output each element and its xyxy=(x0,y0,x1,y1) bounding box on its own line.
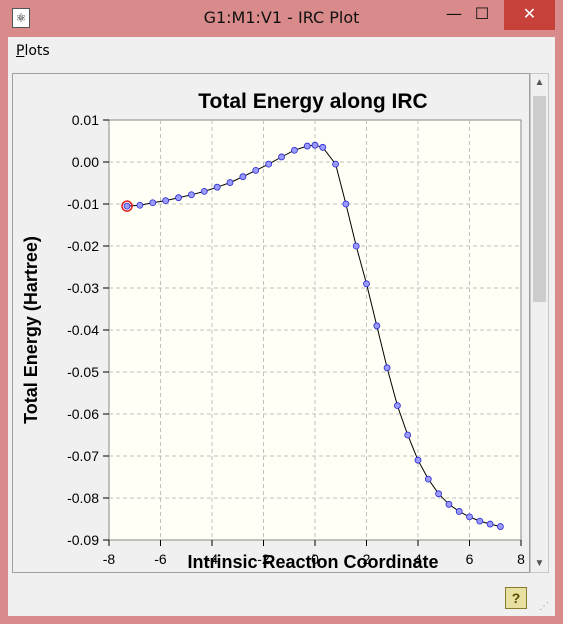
y-tick-label: -0.03 xyxy=(67,280,99,296)
data-points xyxy=(121,141,504,530)
data-point xyxy=(435,490,443,498)
maximize-button[interactable]: ☐ xyxy=(474,4,490,23)
data-point xyxy=(149,199,157,207)
data-point xyxy=(466,513,473,521)
x-tick-label: 8 xyxy=(517,551,525,567)
data-point xyxy=(445,500,453,508)
x-tick-label: 4 xyxy=(414,551,422,567)
data-point xyxy=(136,201,144,209)
x-tick-label: -6 xyxy=(154,551,167,567)
data-point xyxy=(239,173,247,181)
window-title: G1:M1:V1 - IRC Plot xyxy=(203,8,360,27)
data-point xyxy=(455,508,463,515)
data-point xyxy=(342,200,350,208)
scrollbar-thumb[interactable] xyxy=(533,96,546,302)
data-point xyxy=(496,523,504,530)
data-point xyxy=(414,456,422,464)
data-point xyxy=(332,160,340,168)
x-tick-label: -8 xyxy=(103,551,116,567)
data-point xyxy=(303,142,311,150)
data-point xyxy=(200,188,208,195)
data-point xyxy=(278,153,285,161)
data-point xyxy=(393,402,401,410)
data-point xyxy=(213,183,221,191)
status-bar: ? ⋰ xyxy=(8,575,555,616)
data-point xyxy=(352,242,360,250)
data-point xyxy=(424,475,432,483)
data-point xyxy=(311,141,319,149)
data-point xyxy=(476,517,484,525)
x-axis: -8 -6 -4 -2 0 2 4 6 8 xyxy=(103,540,525,567)
data-point xyxy=(404,431,412,439)
title-bar[interactable]: ⚛ G1:M1:V1 - IRC Plot — ☐ ✕ xyxy=(0,0,563,37)
client-area: Plots Total Energy along IRC -8 -6 -4 -2 0 2 4… xyxy=(8,37,555,616)
data-point xyxy=(319,143,327,151)
scroll-down-arrow-icon[interactable]: ▼ xyxy=(534,558,545,569)
data-point xyxy=(187,191,195,199)
y-tick-label: 0.00 xyxy=(72,154,99,170)
data-point xyxy=(175,194,182,202)
y-tick-label: -0.02 xyxy=(67,238,99,254)
chart-title: Total Energy along IRC xyxy=(198,90,427,113)
menu-bar: Plots xyxy=(8,37,555,65)
data-point xyxy=(363,280,370,288)
data-point xyxy=(252,167,260,174)
data-point xyxy=(373,322,381,330)
x-tick-label: 6 xyxy=(466,551,474,567)
highlighted-point-marker xyxy=(121,200,133,212)
data-point xyxy=(486,520,494,528)
energy-curve xyxy=(126,144,501,528)
y-axis-label: Total Energy (Hartree) xyxy=(21,236,41,424)
y-tick-label: 0.01 xyxy=(72,112,99,128)
menu-plots-accelerator: P xyxy=(16,43,25,59)
x-tick-label: -2 xyxy=(257,551,270,567)
data-point xyxy=(383,364,391,372)
data-point xyxy=(123,202,131,210)
gridlines xyxy=(109,120,521,540)
close-button[interactable]: ✕ xyxy=(504,0,555,30)
x-tick-label: 2 xyxy=(363,551,371,567)
vertical-scrollbar[interactable]: ▲ ▼ xyxy=(530,73,549,573)
data-point xyxy=(290,146,298,154)
y-tick-label: -0.09 xyxy=(67,532,99,548)
y-tick-label: -0.06 xyxy=(67,406,99,422)
irc-chart[interactable]: Total Energy along IRC -8 -6 -4 -2 0 2 4 6 8 0.0… xyxy=(13,74,529,572)
molecule-app-icon[interactable]: ⚛ xyxy=(12,8,30,28)
data-point xyxy=(162,197,170,205)
y-tick-label: -0.08 xyxy=(67,490,99,506)
x-tick-label: 0 xyxy=(311,551,319,567)
y-tick-label: -0.04 xyxy=(67,322,99,338)
minimize-button[interactable]: — xyxy=(446,4,462,23)
y-tick-label: -0.05 xyxy=(67,364,99,380)
help-button[interactable]: ? xyxy=(505,587,527,609)
data-point xyxy=(226,179,234,186)
y-axis: 0.01 0.00 -0.01 -0.02 -0.03 -0.04 -0.05 -0.06 -0… xyxy=(67,112,109,548)
menu-plots[interactable]: Plots xyxy=(16,43,50,59)
menu-plots-label: lots xyxy=(24,43,50,59)
y-tick-label: -0.01 xyxy=(67,196,99,212)
x-tick-label: -4 xyxy=(206,551,219,567)
data-point xyxy=(265,160,273,168)
y-tick-label: -0.07 xyxy=(67,448,99,464)
x-axis-label: Intrinsic Reaction Coordinate xyxy=(187,552,438,572)
resize-grip-icon[interactable]: ⋰ xyxy=(539,601,549,612)
scroll-up-arrow-icon[interactable]: ▲ xyxy=(534,77,545,88)
plot-area[interactable]: Total Energy along IRC -8 -6 -4 -2 0 2 4 6 8 0.0… xyxy=(12,73,530,573)
